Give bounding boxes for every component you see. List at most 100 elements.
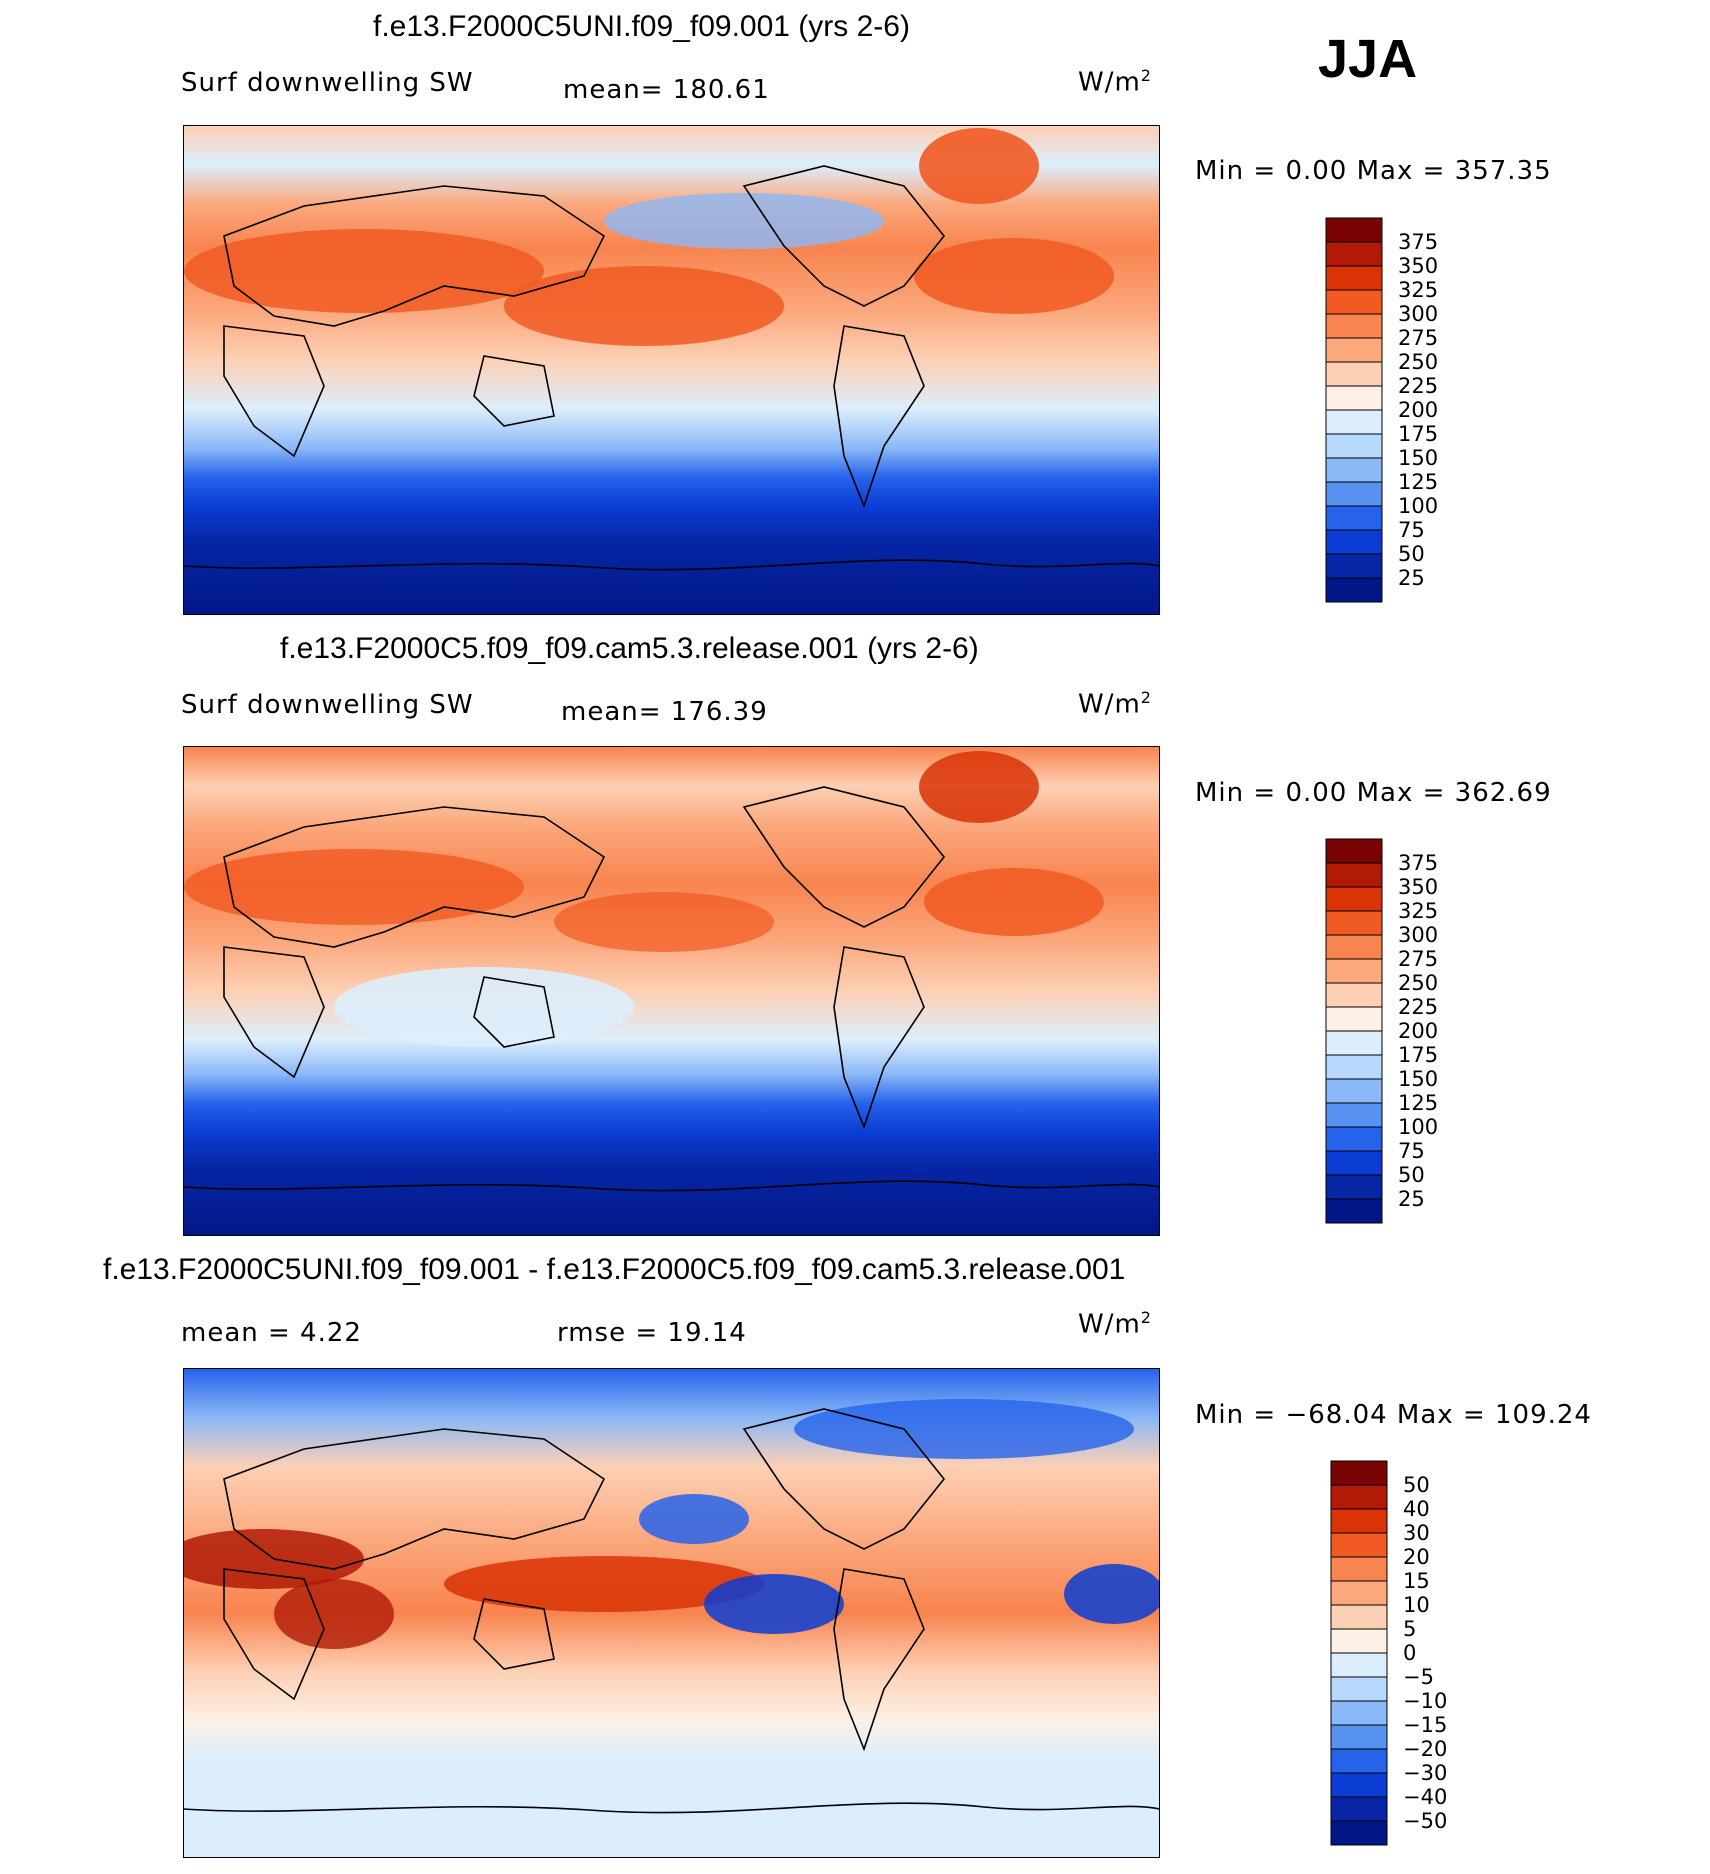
panel-1-units-label: W/m2 bbox=[1078, 66, 1152, 98]
panel-3-positive-pacific bbox=[444, 1556, 764, 1612]
colorbar-tick-label: 150 bbox=[1398, 446, 1438, 470]
panel-2-coastlines bbox=[223, 786, 946, 1130]
colorbar-swatch bbox=[1330, 1748, 1388, 1774]
colorbar-swatch bbox=[1325, 1006, 1383, 1032]
panel-2-variable-label: Surf downwelling SW bbox=[181, 690, 474, 720]
colorbar-swatch bbox=[1330, 1628, 1388, 1654]
panel-2-warm-blob-eurasia bbox=[184, 849, 524, 925]
colorbar-tick-label: −30 bbox=[1403, 1761, 1447, 1785]
colorbar-tick-label: −10 bbox=[1403, 1689, 1447, 1713]
panel-1-warm-blob-atlantic bbox=[914, 238, 1114, 314]
panel-3-mean-label: mean = 4.22 bbox=[181, 1318, 362, 1348]
colorbar-tick-label: 150 bbox=[1398, 1067, 1438, 1091]
colorbar-tick-label: 375 bbox=[1398, 851, 1438, 875]
colorbar-swatch bbox=[1325, 1174, 1383, 1200]
panel-1-map bbox=[183, 125, 1160, 615]
colorbar-swatch bbox=[1325, 385, 1383, 411]
colorbar-tick-label: 300 bbox=[1398, 302, 1438, 326]
colorbar-swatch bbox=[1325, 1126, 1383, 1152]
colorbar-swatch bbox=[1325, 409, 1383, 435]
panel-2-mean-label: mean= 176.39 bbox=[561, 697, 768, 727]
panel-3-negative-nwpacific bbox=[639, 1494, 749, 1544]
season-label: JJA bbox=[1318, 29, 1418, 89]
panel-3-minmax-label: Min = −68.04 Max = 109.24 bbox=[1195, 1400, 1592, 1430]
colorbar-swatch bbox=[1325, 337, 1383, 363]
colorbar-tick-label: 25 bbox=[1398, 566, 1425, 590]
colorbar-swatch bbox=[1325, 886, 1383, 912]
colorbar-tick-label: −40 bbox=[1403, 1785, 1447, 1809]
panel-2-title: f.e13.F2000C5.f09_f09.cam5.3.release.001… bbox=[280, 632, 979, 665]
panel-2-warm-blob-pacific bbox=[554, 892, 774, 952]
colorbar-swatch bbox=[1325, 1198, 1383, 1224]
colorbar-tick-label: −20 bbox=[1403, 1737, 1447, 1761]
panel-1-warm-blob-pacific bbox=[504, 266, 784, 346]
panel-2-warm-blob-atlantic bbox=[924, 868, 1104, 936]
colorbar-swatch bbox=[1325, 529, 1383, 555]
panel-3-map bbox=[183, 1368, 1160, 1858]
panel-2-field bbox=[184, 747, 1159, 1235]
panel-1-cool-blob-npacific bbox=[604, 193, 884, 249]
colorbar-tick-label: 325 bbox=[1398, 899, 1438, 923]
colorbar-swatch bbox=[1330, 1604, 1388, 1630]
panel-3-colorbar: 50 40 30 20 15 10 5 0 −5 −10 −15 −20 −30 −40 −50 bbox=[1330, 1460, 1481, 1851]
colorbar-swatch bbox=[1330, 1556, 1388, 1582]
panel-2-colorbar: 375 350 325 300 275 250 225 200 175 150 125 100 75 50… bbox=[1325, 838, 1476, 1229]
colorbar-tick-label: 250 bbox=[1398, 350, 1438, 374]
colorbar-tick-label: 200 bbox=[1398, 1019, 1438, 1043]
colorbar-swatch bbox=[1325, 577, 1383, 603]
colorbar-tick-label: 200 bbox=[1398, 398, 1438, 422]
colorbar-swatch bbox=[1325, 433, 1383, 459]
panel-2-minmax-label: Min = 0.00 Max = 362.69 bbox=[1195, 778, 1552, 808]
colorbar-swatch bbox=[1330, 1484, 1388, 1510]
colorbar-swatch bbox=[1330, 1460, 1388, 1486]
colorbar-tick-label: 350 bbox=[1398, 875, 1438, 899]
colorbar-tick-label: −5 bbox=[1403, 1665, 1434, 1689]
panel-2-units-label: W/m2 bbox=[1078, 688, 1152, 720]
colorbar-tick-label: 75 bbox=[1398, 518, 1425, 542]
panel-3-antarctica-coast bbox=[184, 1802, 1159, 1814]
colorbar-swatch bbox=[1325, 958, 1383, 984]
colorbar-swatch bbox=[1330, 1772, 1388, 1798]
colorbar-tick-label: −15 bbox=[1403, 1713, 1447, 1737]
colorbar-tick-label: 325 bbox=[1398, 278, 1438, 302]
colorbar-tick-label: 25 bbox=[1398, 1187, 1425, 1211]
colorbar-tick-label: 350 bbox=[1398, 254, 1438, 278]
colorbar-swatch bbox=[1330, 1820, 1388, 1846]
colorbar-swatch bbox=[1325, 313, 1383, 339]
panel-2-map bbox=[183, 746, 1160, 1236]
colorbar-swatch bbox=[1330, 1652, 1388, 1678]
colorbar-swatch bbox=[1330, 1700, 1388, 1726]
colorbar-tick-label: 50 bbox=[1398, 542, 1425, 566]
panel-1-mean-label: mean= 180.61 bbox=[563, 75, 770, 105]
colorbar-tick-label: 10 bbox=[1403, 1593, 1430, 1617]
panel-2-antarctica-coast bbox=[184, 1180, 1159, 1192]
colorbar-swatch bbox=[1325, 1150, 1383, 1176]
panel-3-negative-arctic bbox=[794, 1399, 1134, 1459]
colorbar-tick-label: 300 bbox=[1398, 923, 1438, 947]
colorbar-tick-label: 175 bbox=[1398, 422, 1438, 446]
colorbar-swatch bbox=[1325, 1030, 1383, 1056]
colorbar-swatch bbox=[1330, 1796, 1388, 1822]
colorbar-tick-label: 225 bbox=[1398, 995, 1438, 1019]
colorbar-swatch bbox=[1330, 1724, 1388, 1750]
panel-1-colorbar-svg: 3753503253002752502252001751501251007550… bbox=[1325, 217, 1438, 603]
panel-1-minmax-label: Min = 0.00 Max = 357.35 bbox=[1195, 156, 1552, 186]
panel-3-negative-atlantic bbox=[1064, 1564, 1159, 1624]
panel-1-warm-blob-eurasia bbox=[184, 229, 544, 313]
colorbar-swatch bbox=[1325, 217, 1383, 243]
colorbar-tick-label: 100 bbox=[1398, 494, 1438, 518]
panel-2-cool-blob-indian bbox=[334, 967, 634, 1047]
panel-3-negative-epacific bbox=[704, 1574, 844, 1634]
colorbar-swatch bbox=[1330, 1532, 1388, 1558]
colorbar-tick-label: 5 bbox=[1403, 1617, 1416, 1641]
panel-1-variable-label: Surf downwelling SW bbox=[181, 68, 474, 98]
colorbar-swatch bbox=[1325, 1102, 1383, 1128]
panel-1-antarctica-coast bbox=[184, 559, 1159, 571]
colorbar-swatch bbox=[1325, 910, 1383, 936]
colorbar-swatch bbox=[1325, 241, 1383, 267]
colorbar-tick-label: 50 bbox=[1398, 1163, 1425, 1187]
colorbar-tick-label: 20 bbox=[1403, 1545, 1430, 1569]
panel-2-warm-blob-greenland bbox=[919, 751, 1039, 823]
panel-2-colorbar-svg: 3753503253002752502252001751501251007550… bbox=[1325, 838, 1438, 1224]
